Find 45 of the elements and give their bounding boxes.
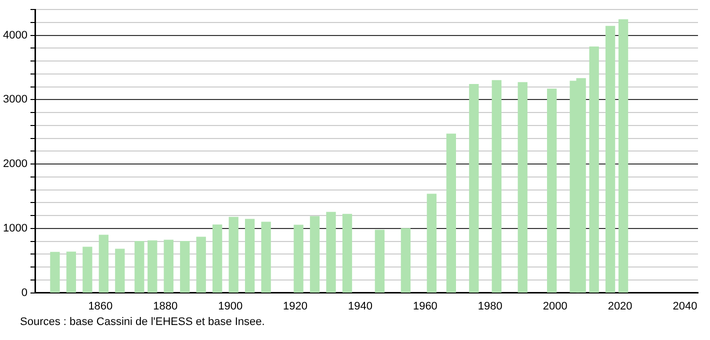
x-tick-label: 1960 xyxy=(412,300,438,312)
bar xyxy=(294,224,304,293)
bar xyxy=(547,88,557,293)
bar xyxy=(98,234,108,293)
x-tick-label: 1860 xyxy=(88,300,113,312)
bar xyxy=(400,228,411,293)
x-tick-label: 2020 xyxy=(608,300,632,312)
bar xyxy=(180,241,190,293)
bar xyxy=(82,246,92,293)
bar xyxy=(134,241,144,293)
bar xyxy=(492,80,502,293)
bar xyxy=(212,224,222,293)
bar xyxy=(244,218,255,293)
x-tick-label: 1940 xyxy=(348,300,372,312)
bar xyxy=(446,134,456,293)
bar xyxy=(589,46,599,293)
bar xyxy=(115,248,125,293)
y-tick-label: 3000 xyxy=(2,94,28,106)
x-tick-label: 2000 xyxy=(542,300,568,312)
bar xyxy=(148,240,158,293)
bar xyxy=(605,26,616,293)
source-note: Sources : base Cassini de l'EHESS et base Insee. xyxy=(20,316,266,328)
bar xyxy=(164,240,174,293)
bar xyxy=(374,230,385,293)
bar xyxy=(426,194,437,293)
bar xyxy=(50,252,60,293)
x-tick-label: 1980 xyxy=(478,300,502,312)
bar xyxy=(469,84,479,293)
y-tick-label: 4000 xyxy=(2,29,28,42)
bar xyxy=(310,216,320,293)
y-tick-label: 0 xyxy=(21,286,28,299)
bar xyxy=(228,216,238,293)
bar xyxy=(261,222,271,293)
bar xyxy=(342,214,352,293)
bar xyxy=(326,212,336,293)
bar xyxy=(66,252,76,293)
y-tick-label: 1000 xyxy=(2,222,28,234)
y-tick-label: 2000 xyxy=(2,158,28,170)
x-tick-label: 2040 xyxy=(672,300,698,312)
bar xyxy=(518,82,528,293)
bar xyxy=(196,236,206,293)
x-tick-label: 1880 xyxy=(153,300,178,312)
x-tick-label: 1920 xyxy=(283,300,308,312)
bar xyxy=(618,19,628,293)
x-tick-label: 1900 xyxy=(218,300,243,312)
